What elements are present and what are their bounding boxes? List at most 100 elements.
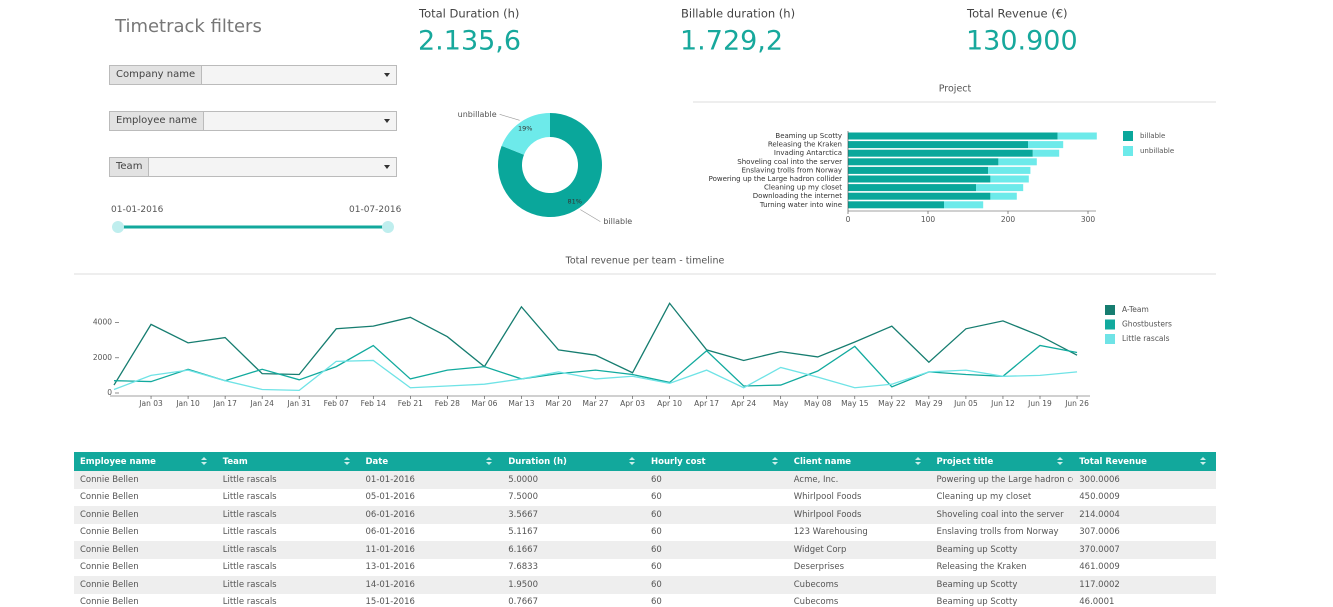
bar: [848, 192, 991, 200]
x-tick-label: Feb 07: [324, 399, 349, 408]
y-tick-label: Releasing the Kraken: [768, 141, 842, 149]
y-tick-label: Enslaving trolls from Norway: [741, 166, 842, 174]
y-tick-label: Shoveling coal into the server: [737, 158, 842, 166]
bar: [1032, 149, 1060, 157]
table-row: Connie Bellen Little rascals 01-01-2016 5.0…: [74, 471, 1216, 489]
dropdown-label: Company name: [110, 66, 203, 84]
kpi-value: 130.900: [966, 26, 1078, 57]
table-cell: Connie Bellen: [74, 506, 217, 524]
x-tick-label: Jun 19: [1027, 399, 1052, 408]
table-cell: 60: [651, 562, 662, 573]
column-header[interactable]: Team: [216, 452, 360, 471]
column-header[interactable]: Date: [359, 452, 503, 471]
arrow: [384, 73, 390, 77]
table-cell: 307.0006: [1079, 527, 1120, 538]
bar: [848, 149, 1033, 157]
table-cell: Little rascals: [216, 541, 360, 559]
bar: [998, 158, 1037, 166]
donut-category-label: billable: [603, 217, 632, 226]
table-cell: Little rascals: [222, 492, 277, 503]
column-header[interactable]: Duration (h): [502, 452, 645, 471]
column-header-text: Team: [222, 456, 248, 467]
table-cell: Connie Bellen: [74, 576, 217, 594]
table-row: Connie Bellen Little rascals 14-01-2016 1.9…: [74, 576, 1216, 594]
table-cell: Connie Bellen: [74, 541, 217, 559]
column-header[interactable]: Client name: [787, 452, 931, 471]
table-cell: Little rascals: [216, 576, 360, 594]
table-cell: 60: [645, 471, 788, 489]
table-cell: Shoveling coal into the server: [930, 506, 1074, 524]
slider-handle[interactable]: [382, 221, 394, 233]
dropdown-label: Team: [110, 158, 150, 176]
x-tick-label: May 08: [804, 399, 832, 408]
sort-icon[interactable]: [771, 457, 778, 465]
filters-title: Timetrack filters: [115, 16, 262, 37]
table-cell: 370.0007: [1073, 541, 1216, 559]
legend-swatch: [1123, 131, 1133, 141]
leader-line: [580, 209, 601, 222]
sort-icon[interactable]: [914, 457, 921, 465]
table-cell: 11-01-2016: [359, 541, 503, 559]
arrow: [384, 119, 390, 123]
table-cell: 01-01-2016: [359, 471, 503, 489]
legend-swatch: [1105, 305, 1115, 315]
table-row: Connie Bellen Little rascals 06-01-2016 5.1…: [74, 524, 1216, 542]
donut-value-label: 19%: [518, 125, 532, 133]
legend-swatch: [1105, 334, 1115, 344]
column-header-text: Client name: [793, 456, 852, 467]
table-cell: Little rascals: [222, 597, 277, 607]
column-header[interactable]: Employee name: [74, 452, 217, 471]
dropdown[interactable]: Team: [109, 157, 397, 177]
table-row: Connie Bellen Little rascals 15-01-2016 0.7…: [74, 594, 1216, 607]
table-row: Connie Bellen Little rascals 13-01-2016 7.6…: [74, 559, 1216, 577]
column-header-text: Project title: [936, 456, 994, 467]
column-header[interactable]: Project title: [930, 452, 1074, 471]
bar: [988, 166, 1031, 174]
sort-icon[interactable]: [200, 457, 207, 465]
table-cell: 46.0001: [1079, 597, 1115, 607]
kpi-label: Total Revenue (€): [966, 7, 1068, 21]
table-cell: 5.1167: [508, 527, 538, 538]
x-tick-label: May 29: [915, 399, 943, 408]
x-tick-label: Jun 05: [953, 399, 978, 408]
column-header-text: Employee name: [80, 456, 156, 467]
y-tick-label: Beaming up Scotty: [775, 132, 842, 140]
legend-label: A-Team: [1122, 305, 1149, 314]
x-tick-label: Jan 03: [138, 399, 163, 408]
donut-value-label: 81%: [568, 197, 582, 205]
table-cell: Releasing the Kraken: [936, 562, 1027, 573]
dropdown[interactable]: Company name: [109, 65, 397, 85]
sort-icon[interactable]: [1200, 457, 1206, 465]
table-cell: 06-01-2016: [359, 506, 503, 524]
table-cell: 300.0006: [1073, 471, 1216, 489]
table-cell: Powering up the Large hadron co...: [930, 471, 1074, 489]
table-cell: Whirlpool Foods: [793, 492, 862, 503]
table-cell: 60: [651, 597, 662, 607]
donut-category-label: unbillable: [458, 110, 497, 119]
date-start: 01-01-2016: [111, 205, 164, 215]
x-tick-label: 0: [846, 215, 851, 224]
dropdown[interactable]: Employee name: [109, 111, 397, 131]
sort-icon[interactable]: [1057, 457, 1064, 465]
x-tick-label: May 15: [841, 399, 869, 408]
table-cell: 5.0000: [502, 471, 645, 489]
table-cell: Widget Corp: [787, 541, 931, 559]
sort-icon[interactable]: [486, 457, 493, 465]
slider-handle[interactable]: [112, 221, 124, 233]
table-cell: Connie Bellen: [80, 562, 139, 573]
x-tick-label: Apr 03: [620, 399, 645, 408]
sort-icon[interactable]: [629, 457, 635, 465]
table-cell: Connie Bellen: [80, 492, 139, 503]
table-cell: Cubecoms: [787, 576, 931, 594]
table-cell: Deserprises: [793, 562, 845, 573]
table-cell: Little rascals: [216, 471, 360, 489]
y-tick-label: Downloading the internet: [753, 192, 842, 200]
table-cell: 14-01-2016: [359, 576, 503, 594]
date-end: 01-07-2016: [349, 205, 402, 215]
column-header[interactable]: Total Revenue: [1073, 452, 1216, 471]
sort-icon[interactable]: [343, 457, 350, 465]
series-line: [113, 302, 1078, 386]
table-cell: 7.5000: [508, 492, 538, 503]
column-header[interactable]: Hourly cost: [645, 452, 788, 471]
